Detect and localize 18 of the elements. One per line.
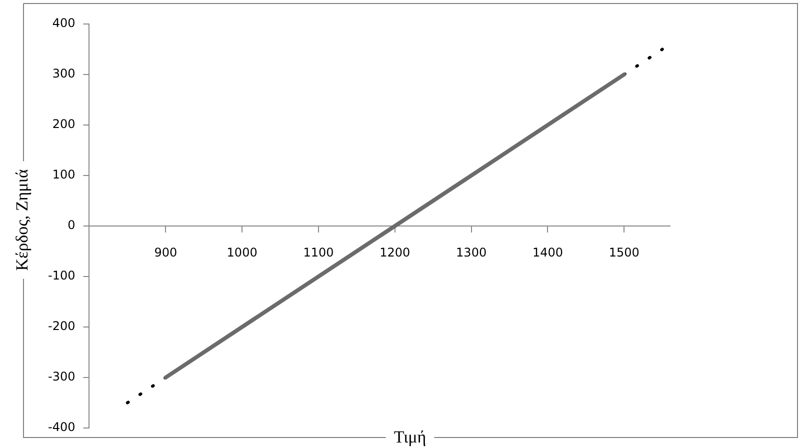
x-axis-title: Τιμή	[394, 427, 426, 446]
y-tick-label: 300	[52, 66, 76, 81]
x-tick-label: 1000	[226, 245, 258, 260]
y-tick-label: 400	[52, 16, 76, 30]
x-tick-label: 1200	[380, 245, 410, 260]
y-tick-label: 100	[52, 168, 76, 182]
x-tick-label: 1500	[608, 245, 640, 260]
y-axis-title: Κέρδος, Ζημιά	[12, 169, 32, 271]
x-tick-label: 1300	[456, 245, 487, 260]
x-tick-label: 900	[154, 245, 178, 260]
x-tick-label: 1100	[303, 245, 334, 260]
x-tick-label: 1400	[532, 245, 564, 260]
y-tick-label: -200	[48, 319, 76, 334]
y-tick-label: -300	[48, 370, 76, 384]
y-tick-label: -400	[48, 420, 76, 434]
y-tick-label: -100	[48, 268, 76, 283]
y-tick-label: 200	[52, 117, 76, 132]
y-tick-label: 0	[68, 218, 76, 232]
